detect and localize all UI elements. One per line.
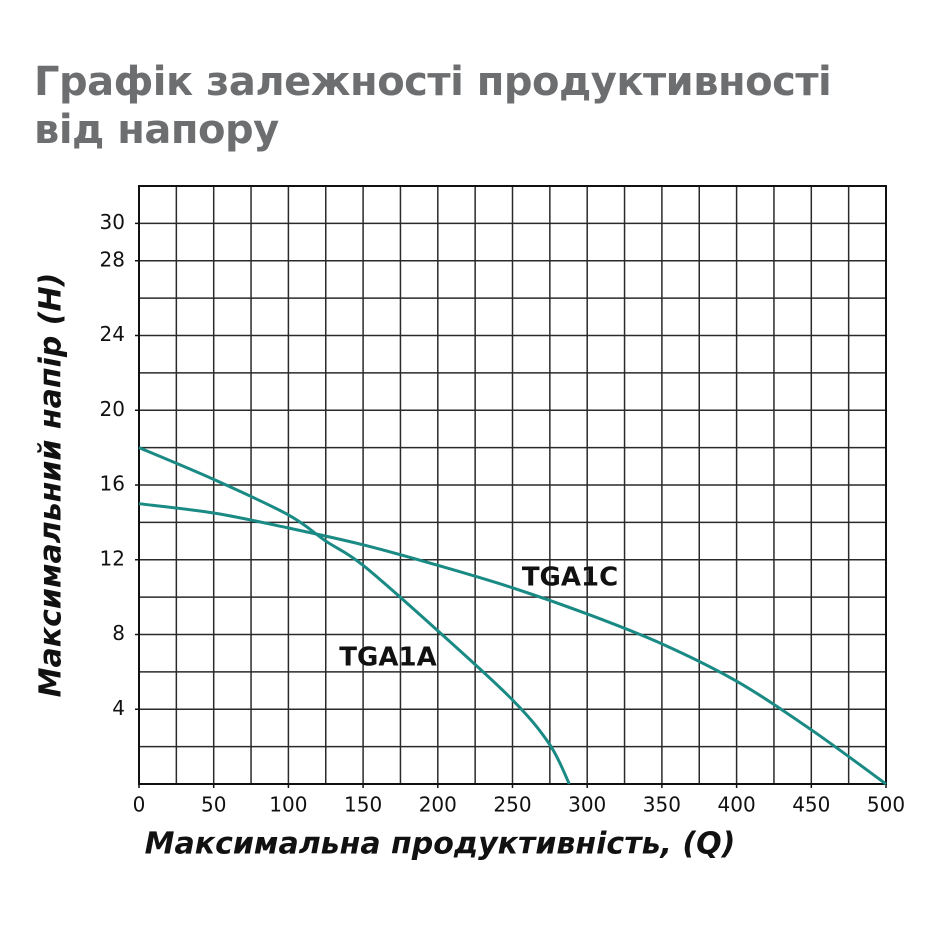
x-tick-label: 200 — [419, 793, 457, 817]
y-tick-label: 16 — [100, 472, 125, 496]
series-label: TGA1C — [522, 563, 618, 593]
x-tick-label: 50 — [201, 793, 226, 817]
x-tick-label: 150 — [344, 793, 382, 817]
y-tick-label: 4 — [112, 696, 125, 720]
line-series — [138, 502, 887, 786]
y-tick-label: 12 — [100, 546, 125, 570]
series-label: TGA1A — [339, 643, 436, 673]
x-tick-label: 250 — [493, 793, 531, 817]
x-axis-label: Максимальна продуктивність, (Q) — [145, 827, 736, 862]
x-tick-label: 350 — [643, 793, 681, 817]
x-tick-label: 100 — [269, 793, 307, 817]
y-tick-label: 24 — [100, 322, 125, 346]
x-tick-label: 300 — [568, 793, 606, 817]
x-tick-label: 400 — [718, 793, 756, 817]
y-tick-label: 30 — [100, 210, 125, 234]
y-axis-label: Максимальний напір (H) — [34, 273, 69, 698]
x-tick-label: 0 — [133, 793, 146, 817]
line-series — [138, 446, 571, 785]
x-tick-label: 450 — [792, 793, 830, 817]
x-tick-label: 500 — [867, 793, 905, 817]
y-tick-label: 28 — [100, 247, 125, 271]
y-tick-label: 8 — [112, 621, 125, 645]
y-tick-label: 20 — [100, 397, 125, 421]
chart-title: Графік залежності продуктивності від нап… — [34, 59, 832, 153]
